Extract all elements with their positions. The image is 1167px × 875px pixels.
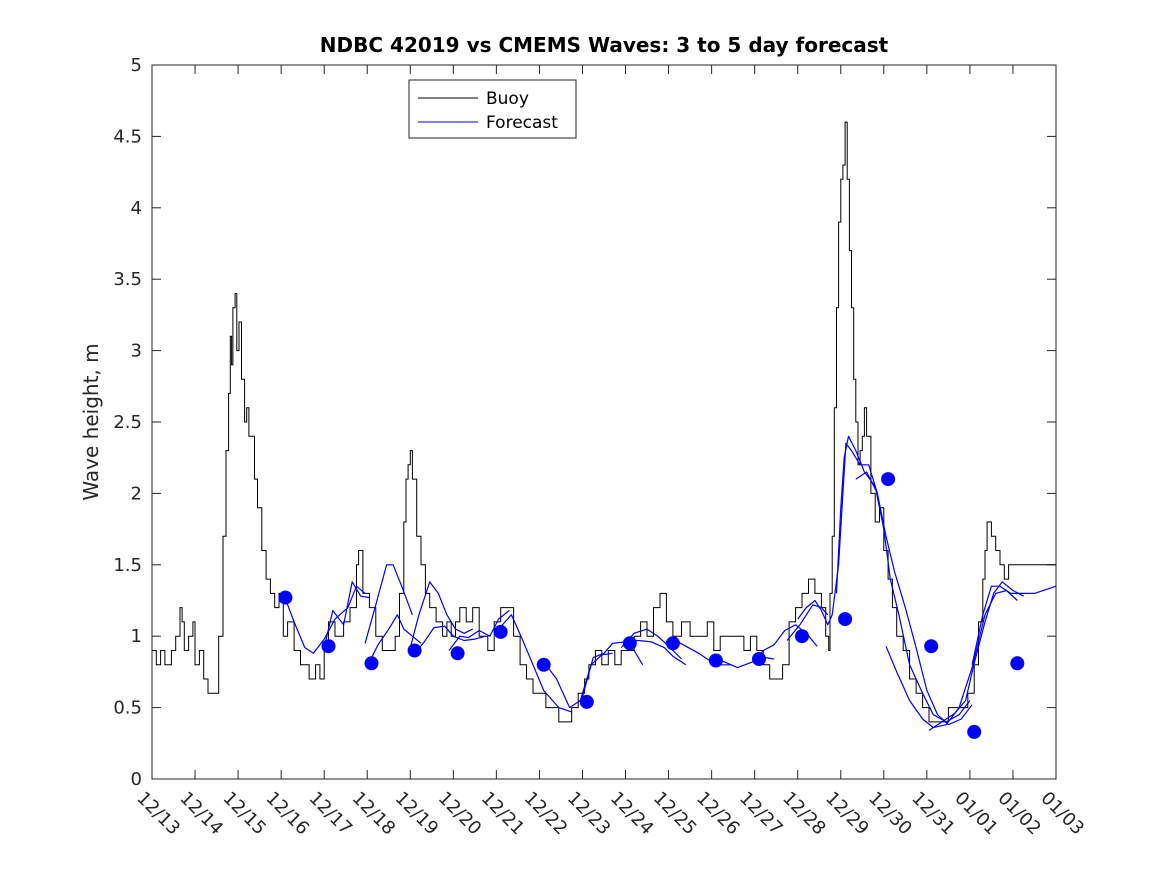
forecast-markers xyxy=(278,472,1025,739)
forecast-marker xyxy=(622,636,637,651)
forecast-marker xyxy=(881,472,896,487)
forecast-line xyxy=(835,435,971,723)
legend: Buoy Forecast xyxy=(408,79,577,139)
forecast-line xyxy=(855,471,973,726)
forecast-marker xyxy=(1010,656,1025,671)
forecast-marker xyxy=(752,652,766,666)
forecast-marker xyxy=(321,639,336,654)
forecast-marker xyxy=(924,639,939,654)
forecast-marker xyxy=(708,653,723,668)
forecast-marker xyxy=(536,657,551,672)
buoy-line xyxy=(152,121,1056,723)
legend-forecast-label: Forecast xyxy=(486,113,558,133)
y-tick-label: 1.5 xyxy=(113,555,142,576)
buoy-series xyxy=(152,121,1056,723)
forecast-marker xyxy=(579,694,594,709)
legend-box xyxy=(408,79,577,139)
y-tick-label: 3.5 xyxy=(113,269,142,290)
forecast-marker xyxy=(364,656,379,671)
legend-buoy-label: Buoy xyxy=(486,89,529,109)
forecast-line xyxy=(498,614,572,713)
forecast-line xyxy=(786,604,829,641)
chart-title: NDBC 42019 vs CMEMS Waves: 3 to 5 day fo… xyxy=(320,33,889,57)
forecast-marker xyxy=(795,629,809,644)
forecast-marker xyxy=(407,643,422,658)
forecast-marker xyxy=(450,646,465,661)
forecast-marker xyxy=(278,590,293,605)
y-tick-label: 3 xyxy=(131,341,142,362)
forecast-marker xyxy=(493,624,508,639)
forecast-line xyxy=(797,442,878,626)
forecast-line xyxy=(364,564,413,644)
forecast-line xyxy=(885,589,1018,729)
y-tick-label: 5 xyxy=(131,55,142,76)
forecast-line xyxy=(672,638,731,666)
forecast-line xyxy=(928,581,1024,731)
forecast-marker xyxy=(665,636,680,651)
y-tick-label: 4 xyxy=(131,198,142,219)
forecast-line xyxy=(448,610,510,651)
forecast-line xyxy=(411,625,486,657)
forecast-marker xyxy=(967,724,982,739)
forecast-marker xyxy=(838,612,853,627)
y-tick-label: 1 xyxy=(131,626,142,647)
y-tick-label: 4.5 xyxy=(113,126,142,147)
y-tick-label: 2.5 xyxy=(113,412,142,433)
forecast-line xyxy=(282,585,366,654)
forecast-line xyxy=(323,581,370,648)
forecast-series xyxy=(282,435,1057,731)
forecast-line xyxy=(971,585,1057,665)
forecast-line xyxy=(579,641,644,705)
y-tick-label: 2 xyxy=(131,483,142,504)
forecast-line xyxy=(368,614,422,663)
y-tick-label: 0.5 xyxy=(113,698,142,719)
y-axis-label: Wave height, m xyxy=(79,343,103,500)
plot-area xyxy=(151,64,1057,780)
y-tick-label: 0 xyxy=(131,769,142,790)
forecast-line xyxy=(409,581,473,648)
